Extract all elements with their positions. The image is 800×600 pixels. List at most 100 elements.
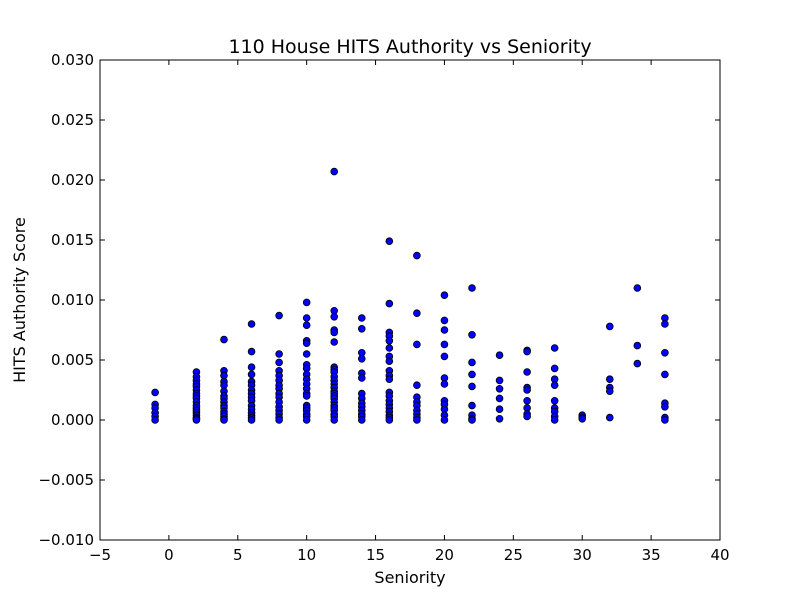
data-point	[523, 368, 531, 376]
x-tick-label: 5	[233, 546, 243, 564]
data-point	[468, 330, 476, 339]
data-point	[357, 374, 366, 382]
data-point	[247, 370, 256, 379]
data-point	[357, 416, 366, 424]
data-point	[302, 298, 311, 307]
data-point	[661, 402, 669, 411]
y-axis-label: HITS Authority Score	[10, 217, 29, 383]
data-point	[495, 414, 504, 423]
data-point	[468, 284, 476, 292]
data-point	[495, 405, 504, 414]
data-point	[413, 381, 421, 390]
y-tick-label: 0.000	[51, 411, 94, 429]
data-point	[302, 416, 311, 424]
data-point	[247, 320, 256, 328]
x-axis-label: Seniority	[374, 568, 445, 587]
points-layer	[151, 167, 669, 424]
y-tick-label: −0.005	[38, 471, 94, 489]
data-point	[247, 416, 256, 424]
data-point	[550, 344, 559, 352]
data-point	[275, 416, 283, 424]
data-point	[468, 382, 476, 391]
x-tick-label: 40	[710, 546, 729, 564]
data-point	[440, 291, 449, 300]
x-tick-label: 10	[297, 546, 316, 564]
data-point	[357, 354, 366, 363]
data-point	[413, 309, 421, 318]
data-point	[302, 314, 311, 322]
data-point	[440, 380, 449, 388]
data-point	[275, 350, 283, 358]
data-point	[495, 394, 504, 403]
data-point	[330, 167, 339, 176]
data-point	[523, 347, 531, 356]
data-point	[440, 416, 449, 424]
data-point	[413, 340, 421, 349]
data-point	[495, 376, 504, 385]
data-point	[385, 416, 394, 424]
x-tick-label: −5	[89, 546, 111, 564]
data-point	[661, 416, 669, 424]
data-point	[440, 326, 449, 334]
data-point	[302, 339, 311, 348]
data-point	[633, 284, 642, 292]
data-point	[578, 414, 587, 423]
data-point	[605, 387, 614, 396]
ticks-layer: −5 0 5 10 15 20 25 30 35 40 −0.010 −0.005 0.000 0.005…	[38, 51, 729, 564]
data-point	[151, 388, 159, 397]
data-point	[633, 341, 642, 350]
data-point	[385, 344, 394, 352]
data-point	[661, 320, 669, 328]
data-point	[523, 396, 531, 405]
data-point	[468, 416, 476, 424]
data-point	[151, 416, 159, 424]
data-point	[550, 416, 559, 424]
plot-area-frame	[99, 59, 721, 541]
data-point	[302, 350, 311, 358]
data-point	[468, 401, 476, 410]
y-tick-label: −0.010	[38, 531, 94, 549]
y-tick-label: 0.020	[51, 171, 94, 189]
x-tick-label: 0	[164, 546, 174, 564]
data-point	[605, 322, 614, 331]
data-point	[523, 386, 531, 394]
data-point	[495, 384, 504, 393]
x-tick-label: 15	[366, 546, 385, 564]
data-point	[468, 370, 476, 379]
data-point	[330, 328, 339, 337]
x-tick-label: 20	[435, 546, 454, 564]
data-point	[385, 299, 394, 308]
data-point	[247, 363, 256, 372]
data-point	[357, 324, 366, 333]
data-point	[605, 375, 614, 384]
data-point	[275, 311, 283, 320]
data-point	[550, 381, 559, 390]
data-point	[302, 392, 311, 400]
data-point	[495, 351, 504, 360]
data-point	[633, 359, 642, 368]
y-tick-label: 0.025	[51, 111, 94, 129]
data-point	[192, 416, 201, 424]
data-point	[661, 348, 669, 357]
data-point	[385, 357, 394, 366]
data-point	[275, 358, 283, 367]
y-tick-label: 0.015	[51, 231, 94, 249]
data-point	[413, 416, 421, 424]
data-point	[440, 352, 449, 361]
data-point	[468, 358, 476, 367]
data-point	[661, 370, 669, 379]
data-point	[605, 413, 614, 422]
y-tick-label: 0.030	[51, 51, 94, 69]
data-point	[302, 321, 311, 330]
data-point	[220, 335, 228, 344]
data-point	[357, 314, 366, 322]
data-point	[440, 340, 449, 349]
data-point	[330, 416, 339, 424]
data-point	[550, 396, 559, 405]
x-tick-label: 30	[573, 546, 592, 564]
y-tick-label: 0.005	[51, 351, 94, 369]
data-point	[385, 375, 394, 384]
data-point	[550, 364, 559, 373]
data-point	[220, 416, 228, 424]
